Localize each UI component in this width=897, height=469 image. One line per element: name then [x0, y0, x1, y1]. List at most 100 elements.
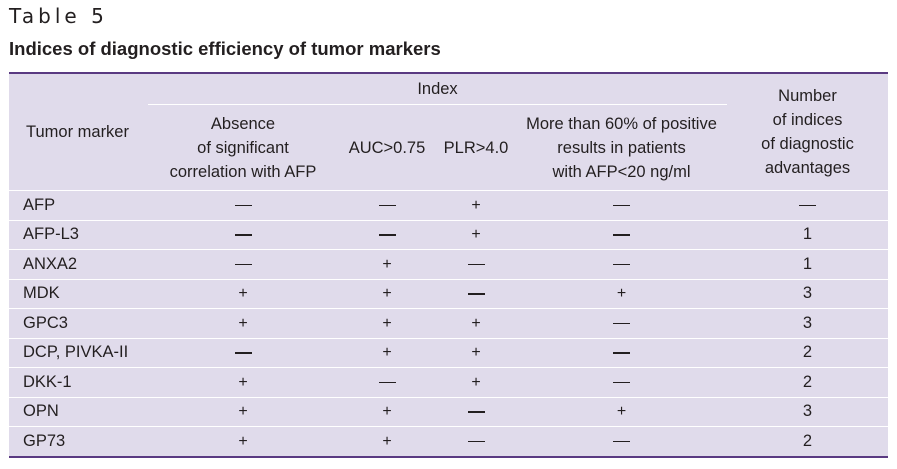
cell-plr: +: [436, 308, 516, 338]
cell-marker: OPN: [9, 396, 148, 427]
header-more-line-3: with AFP<20 ng/ml: [552, 162, 691, 181]
dash-mark: [234, 234, 252, 236]
cell-number: 3: [727, 396, 888, 427]
cell-absence: [148, 190, 338, 220]
cell-more: [516, 249, 727, 279]
diagnostic-efficiency-table: Tumor marker Index Number of indices of …: [9, 74, 888, 456]
cell-auc: +: [338, 308, 436, 338]
dash-mark: [467, 293, 485, 295]
plus-mark: +: [382, 314, 392, 332]
cell-marker: GPC3: [9, 308, 148, 338]
dash-mark: [467, 263, 485, 266]
plus-mark: +: [471, 226, 481, 244]
cell-absence: [148, 337, 338, 368]
dash-mark: [613, 204, 630, 207]
plus-mark: +: [471, 373, 481, 391]
header-number-line-2: of indices: [772, 111, 843, 129]
header-tumor-marker: Tumor marker: [9, 74, 148, 191]
cell-absence: +: [148, 278, 338, 309]
count-value: 3: [802, 284, 813, 303]
count-value: 3: [802, 313, 813, 332]
cell-auc: [338, 190, 436, 220]
table-row: OPN + + + 3: [9, 396, 888, 427]
cell-marker: ANXA2: [9, 249, 148, 279]
count-value: 2: [802, 432, 813, 450]
plus-mark: +: [616, 403, 627, 421]
cell-marker: AFP: [9, 190, 148, 220]
header-index-group: Index: [148, 74, 727, 105]
table-row: MDK + + + 3: [9, 278, 888, 309]
cell-plr: [436, 426, 516, 456]
header-more-line-1: More than 60% of positive: [526, 114, 717, 133]
cell-more: [516, 426, 727, 456]
count-value: 2: [802, 372, 813, 391]
header-absence-line-1: Absence: [210, 114, 276, 133]
cell-number: 2: [727, 367, 888, 397]
cell-absence: +: [148, 426, 338, 456]
cell-marker: DKK-1: [9, 367, 148, 397]
cell-number: 1: [727, 249, 888, 279]
cell-auc: +: [338, 249, 436, 279]
header-plr-text: PLR>4.0: [443, 138, 509, 157]
plus-mark: +: [238, 433, 248, 450]
table-row: GP73 + + 2: [9, 426, 888, 456]
table-row: ANXA2 + 1: [9, 249, 888, 279]
dash-mark: [378, 204, 396, 207]
header-more-line-2: results in patients: [557, 138, 686, 157]
plus-mark: +: [382, 285, 392, 303]
cell-plr: +: [436, 367, 516, 397]
cell-auc: +: [338, 426, 436, 456]
data-table-container: Tumor marker Index Number of indices of …: [9, 72, 888, 458]
cell-number: 2: [727, 337, 888, 368]
cell-absence: [148, 219, 338, 250]
cell-plr: [436, 278, 516, 309]
cell-more: +: [516, 396, 727, 427]
cell-plr: [436, 249, 516, 279]
table-row: DKK-1 + + 2: [9, 367, 888, 397]
cell-number: 1: [727, 219, 888, 250]
cell-absence: +: [148, 367, 338, 397]
cell-more: [516, 219, 727, 250]
header-number-line-4: advantages: [764, 159, 851, 177]
table-body: AFP + AFP-L3 + 1 ANXA2 + 1: [9, 190, 888, 456]
dash-mark: [234, 204, 252, 207]
cell-more: +: [516, 278, 727, 309]
dash-mark: [467, 440, 485, 443]
header-absence-of-correlation: Absence of significant correlation with …: [148, 105, 338, 191]
cell-plr: +: [436, 190, 516, 220]
header-index-text: Index: [417, 80, 458, 98]
header-plr: PLR>4.0: [436, 105, 516, 191]
header-absence-line-3: correlation with AFP: [169, 162, 317, 181]
cell-marker: DCP, PIVKA-II: [9, 337, 148, 368]
cell-marker: GP73: [9, 426, 148, 456]
cell-auc: +: [338, 278, 436, 309]
dash-mark: [613, 234, 630, 236]
cell-auc: [338, 219, 436, 250]
plus-mark: +: [616, 285, 627, 303]
cell-more: [516, 308, 727, 338]
cell-auc: +: [338, 337, 436, 368]
plus-mark: +: [382, 344, 392, 362]
cell-marker: MDK: [9, 278, 148, 309]
dash-mark: [613, 440, 630, 443]
count-value: 1: [802, 254, 813, 273]
table-number-label: Table 5: [9, 4, 108, 28]
dash-mark: [613, 381, 630, 384]
table-row: DCP, PIVKA-II + + 2: [9, 337, 888, 368]
dash-mark: [234, 263, 252, 266]
header-tumor-marker-text: Tumor marker: [26, 123, 129, 141]
count-value: 2: [802, 343, 813, 362]
plus-mark: +: [238, 314, 248, 332]
cell-auc: [338, 367, 436, 397]
dash-mark: [613, 352, 630, 354]
plus-mark: +: [238, 373, 248, 391]
cell-number: 3: [727, 308, 888, 338]
header-number-line-3: of diagnostic: [761, 135, 854, 153]
plus-mark: +: [382, 255, 392, 273]
cell-plr: +: [436, 219, 516, 250]
cell-number: [727, 190, 888, 220]
plus-mark: +: [382, 433, 392, 450]
dash-mark: [613, 263, 630, 266]
count-value: 3: [802, 402, 813, 421]
table-caption: Indices of diagnostic efficiency of tumo…: [9, 38, 441, 59]
